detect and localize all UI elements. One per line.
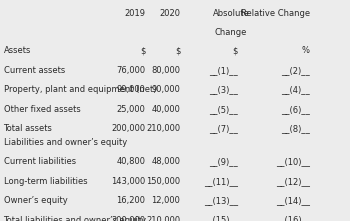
Text: 40,800: 40,800 bbox=[116, 157, 145, 166]
Text: 99,000: 99,000 bbox=[116, 85, 145, 94]
Text: 2019: 2019 bbox=[124, 9, 145, 18]
Text: %: % bbox=[302, 46, 310, 55]
Text: Other fixed assets: Other fixed assets bbox=[4, 105, 80, 114]
Text: __(6)__: __(6)__ bbox=[281, 105, 310, 114]
Text: __(3)__: __(3)__ bbox=[209, 85, 238, 94]
Text: $: $ bbox=[233, 46, 238, 55]
Text: 210,000: 210,000 bbox=[146, 124, 180, 133]
Text: __(12)__: __(12)__ bbox=[276, 177, 310, 186]
Text: __(2)__: __(2)__ bbox=[281, 66, 310, 75]
Text: __(5)__: __(5)__ bbox=[209, 105, 238, 114]
Text: Long-term liabilities: Long-term liabilities bbox=[4, 177, 87, 186]
Text: Change: Change bbox=[215, 28, 247, 37]
Text: Relative Change: Relative Change bbox=[241, 9, 310, 18]
Text: 80,000: 80,000 bbox=[151, 66, 180, 75]
Text: Current liabilities: Current liabilities bbox=[4, 157, 76, 166]
Text: Current assets: Current assets bbox=[4, 66, 65, 75]
Text: 200,000: 200,000 bbox=[111, 216, 145, 221]
Text: 143,000: 143,000 bbox=[111, 177, 145, 186]
Text: __(8)__: __(8)__ bbox=[281, 124, 310, 133]
Text: Assets: Assets bbox=[4, 46, 31, 55]
Text: Total liabilities and owner’s equity: Total liabilities and owner’s equity bbox=[4, 216, 147, 221]
Text: 76,000: 76,000 bbox=[116, 66, 145, 75]
Text: __(1)__: __(1)__ bbox=[209, 66, 238, 75]
Text: 150,000: 150,000 bbox=[146, 177, 180, 186]
Text: 12,000: 12,000 bbox=[151, 196, 180, 205]
Text: __(11)__: __(11)__ bbox=[204, 177, 238, 186]
Text: Liabilities and owner’s equity: Liabilities and owner’s equity bbox=[4, 138, 127, 147]
Text: __(13)__: __(13)__ bbox=[204, 196, 238, 205]
Text: Absolute: Absolute bbox=[212, 9, 250, 18]
Text: 210,000: 210,000 bbox=[146, 216, 180, 221]
Text: Owner’s equity: Owner’s equity bbox=[4, 196, 67, 205]
Text: __(10)__: __(10)__ bbox=[276, 157, 310, 166]
Text: __(9)__: __(9)__ bbox=[209, 157, 238, 166]
Text: __(15)__: __(15)__ bbox=[204, 216, 238, 221]
Text: 16,200: 16,200 bbox=[116, 196, 145, 205]
Text: 2020: 2020 bbox=[159, 9, 180, 18]
Text: 40,000: 40,000 bbox=[151, 105, 180, 114]
Text: __(14)__: __(14)__ bbox=[276, 196, 310, 205]
Text: Property, plant and equipment (net): Property, plant and equipment (net) bbox=[4, 85, 156, 94]
Text: 25,000: 25,000 bbox=[116, 105, 145, 114]
Text: __(4)__: __(4)__ bbox=[281, 85, 310, 94]
Text: 200,000: 200,000 bbox=[111, 124, 145, 133]
Text: 48,000: 48,000 bbox=[151, 157, 180, 166]
Text: $: $ bbox=[140, 46, 145, 55]
Text: Total assets: Total assets bbox=[4, 124, 52, 133]
Text: __(16)__: __(16)__ bbox=[276, 216, 310, 221]
Text: $: $ bbox=[175, 46, 180, 55]
Text: __(7)__: __(7)__ bbox=[209, 124, 238, 133]
Text: 90,000: 90,000 bbox=[151, 85, 180, 94]
